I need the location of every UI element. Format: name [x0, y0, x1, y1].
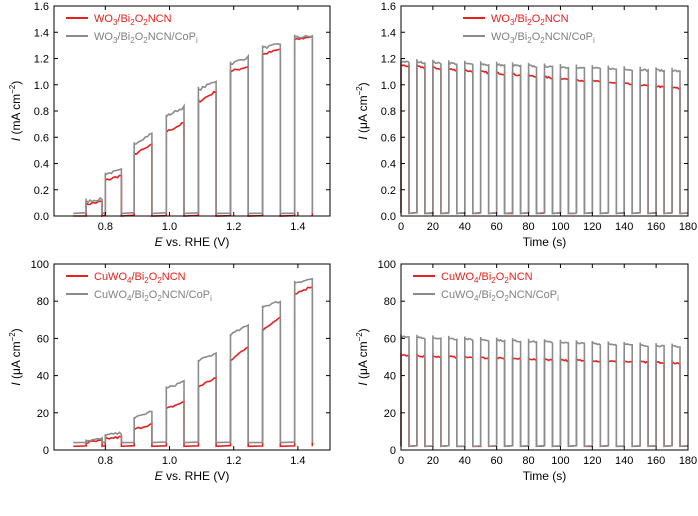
x-tick-label: 80 — [522, 455, 534, 467]
x-tick-label: 1.0 — [162, 221, 177, 233]
x-tick-label: 0.8 — [98, 455, 113, 467]
legend-label: WO3/Bi2O2NCN — [491, 13, 569, 27]
y-tick-label: 1.2 — [381, 54, 396, 66]
legend-label: CuWO4/Bi2O2NCN/CoPi — [94, 289, 212, 303]
y-axis-label: I (μA cm−2) — [355, 82, 370, 139]
y-axis-label: I (μA cm−2) — [355, 328, 370, 385]
y-tick-label: 40 — [37, 371, 49, 383]
x-tick-label: 160 — [647, 221, 665, 233]
y-tick-label: 0.4 — [381, 159, 396, 171]
chart-panel-a: 0.8 1.0 1.2 1.4 0.0 0.2 0.4 0.6 0.8 1.0 1.2 1.4 1.6 E… — [8, 1, 331, 249]
series-line-1 — [73, 285, 314, 448]
x-tick-label: 120 — [583, 455, 601, 467]
x-tick-label: 40 — [459, 221, 471, 233]
chart-panel-c: 0.8 1.0 1.2 1.4 0 20 40 60 80 100 E vs. RHE (V) I (… — [8, 259, 331, 483]
y-tick-label: 0.0 — [381, 211, 396, 223]
y-tick-label: 0.2 — [381, 185, 396, 197]
series-line-2 — [73, 277, 314, 444]
chart-panel-b: 0 20 40 60 80 100 120 140 160 180 0.0 0.2 0.4 0.6 0.8 1… — [355, 1, 697, 249]
plot-frame — [400, 263, 689, 451]
y-tick-label: 0.2 — [34, 185, 49, 197]
x-tick-label: 100 — [551, 455, 569, 467]
y-tick-label: 0.6 — [381, 132, 396, 144]
x-tick-label: 1.2 — [226, 221, 241, 233]
y-axis-label: I (mA cm−2) — [8, 81, 23, 141]
y-tick-label: 1.4 — [34, 27, 49, 39]
y-tick-label: 60 — [384, 333, 396, 345]
x-axis-label: Time (s) — [523, 469, 567, 483]
x-tick-label: 1.0 — [162, 455, 177, 467]
legend-label: CuWO4/Bi2O2NCN/CoPi — [441, 289, 559, 303]
legend-label: WO3/Bi2O2NCN/CoPi — [94, 31, 198, 45]
y-tick-label: 0 — [390, 445, 396, 457]
x-tick-label: 0 — [398, 455, 404, 467]
series-line-1 — [73, 35, 314, 217]
x-axis-label: Time (s) — [523, 235, 567, 249]
series-line-2 — [400, 58, 689, 215]
x-tick-label: 60 — [491, 221, 503, 233]
y-tick-label: 80 — [384, 296, 396, 308]
y-tick-label: 0 — [43, 445, 49, 457]
legend-label: CuWO4/Bi2O2NCN — [94, 271, 186, 285]
x-tick-label: 40 — [459, 455, 471, 467]
x-tick-label: 1.2 — [226, 455, 241, 467]
y-tick-label: 60 — [37, 333, 49, 345]
x-tick-label: 100 — [551, 221, 569, 233]
series-line-2 — [400, 334, 689, 448]
x-tick-label: 1.4 — [290, 455, 305, 467]
legend-label: WO3/Bi2O2NCN — [94, 13, 172, 27]
x-tick-label: 20 — [427, 221, 439, 233]
y-tick-label: 1.4 — [381, 27, 396, 39]
y-tick-label: 0.8 — [34, 106, 49, 118]
x-tick-label: 180 — [679, 455, 697, 467]
x-tick-label: 1.4 — [290, 221, 305, 233]
y-tick-label: 0.0 — [34, 211, 49, 223]
series-line-2 — [73, 34, 314, 215]
legend-label: WO3/Bi2O2NCN/CoPi — [491, 31, 595, 45]
x-tick-label: 120 — [583, 221, 601, 233]
chart-panel-d: 0 20 40 60 80 100 120 140 160 180 0 20 40 60 80 100 Time… — [355, 259, 697, 483]
y-tick-label: 80 — [37, 296, 49, 308]
x-tick-label: 140 — [615, 221, 633, 233]
x-tick-label: 0.8 — [98, 221, 113, 233]
plot-frame — [53, 263, 331, 451]
y-tick-label: 100 — [31, 259, 49, 271]
x-tick-label: 0 — [398, 221, 404, 233]
y-tick-label: 100 — [378, 259, 396, 271]
x-tick-label: 180 — [679, 221, 697, 233]
x-tick-label: 60 — [491, 455, 503, 467]
x-axis-label: E vs. RHE (V) — [155, 235, 230, 249]
y-tick-label: 20 — [37, 408, 49, 420]
y-tick-label: 0.4 — [34, 159, 49, 171]
y-tick-label: 20 — [384, 408, 396, 420]
y-tick-label: 1.6 — [381, 1, 396, 13]
y-tick-label: 40 — [384, 371, 396, 383]
legend-label: CuWO4/Bi2O2NCN — [441, 271, 533, 285]
x-tick-label: 80 — [522, 221, 534, 233]
x-tick-label: 140 — [615, 455, 633, 467]
x-tick-label: 20 — [427, 455, 439, 467]
x-tick-label: 160 — [647, 455, 665, 467]
y-tick-label: 1.0 — [381, 80, 396, 92]
y-tick-label: 1.0 — [34, 80, 49, 92]
y-tick-label: 0.6 — [34, 132, 49, 144]
y-tick-label: 0.8 — [381, 106, 396, 118]
y-axis-label: I (μA cm−2) — [8, 328, 23, 385]
y-tick-label: 1.6 — [34, 1, 49, 13]
x-axis-label: E vs. RHE (V) — [155, 469, 230, 483]
y-tick-label: 1.2 — [34, 54, 49, 66]
